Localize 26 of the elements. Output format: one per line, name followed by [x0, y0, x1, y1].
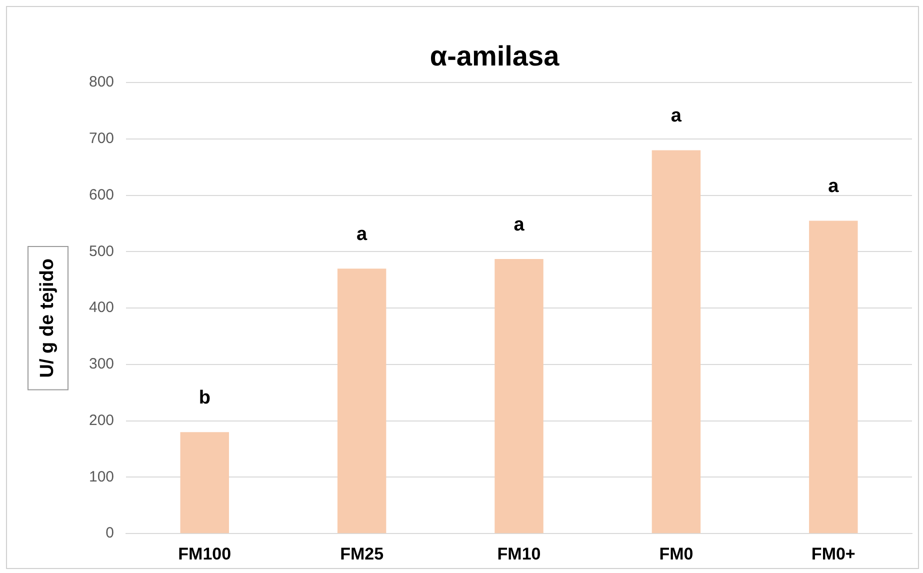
- bar: [337, 268, 386, 534]
- annotation: a: [828, 176, 840, 197]
- y-tick-label: 600: [88, 186, 114, 204]
- annotation: a: [670, 105, 682, 126]
- bar: [652, 150, 701, 534]
- bar: [809, 220, 858, 534]
- y-tick-label: 200: [88, 412, 114, 429]
- annotation: a: [356, 224, 368, 245]
- y-tick-label: 800: [88, 74, 114, 91]
- annotation: a: [514, 214, 525, 236]
- y-tick-label: 400: [88, 299, 114, 316]
- x-tick-label: FM25: [340, 544, 384, 564]
- x-tick-label: FM0+: [811, 544, 856, 564]
- bar: [180, 432, 229, 534]
- y-tick-label: 500: [88, 242, 114, 260]
- y-tick-label: 100: [88, 468, 114, 486]
- y-tick-label: 700: [88, 130, 114, 148]
- y-tick-label: 300: [88, 356, 114, 373]
- x-tick-label: FM0: [659, 544, 694, 564]
- x-tick-label: FM10: [497, 544, 541, 564]
- y-axis-title: U/ g de tejido: [37, 258, 58, 378]
- annotation: b: [198, 387, 210, 408]
- chart-title: α-amilasa: [430, 40, 560, 72]
- y-tick-label: 0: [106, 524, 114, 542]
- bar: [494, 259, 544, 534]
- x-tick-label: FM100: [178, 544, 232, 564]
